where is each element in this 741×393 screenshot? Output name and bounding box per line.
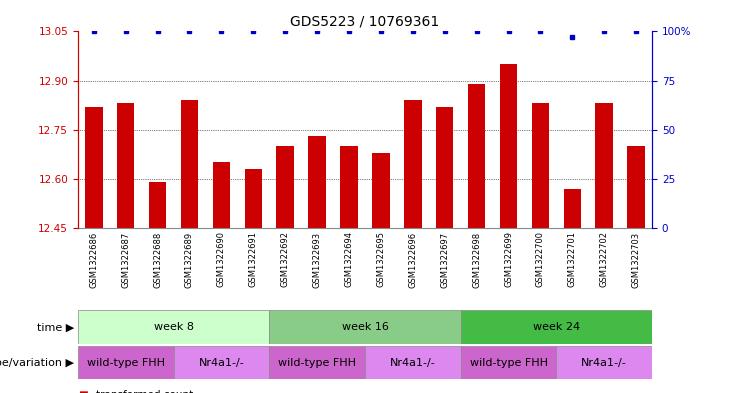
Bar xyxy=(468,84,485,228)
Bar xyxy=(461,346,556,379)
Bar xyxy=(276,146,294,228)
Text: wild-type FHH: wild-type FHH xyxy=(87,358,165,367)
Bar xyxy=(365,346,461,379)
Text: Nr4a1-/-: Nr4a1-/- xyxy=(582,358,627,367)
Text: week 24: week 24 xyxy=(533,322,580,332)
Bar xyxy=(78,346,173,379)
Text: GSM1322692: GSM1322692 xyxy=(281,231,290,287)
Text: GSM1322703: GSM1322703 xyxy=(631,231,641,288)
Bar xyxy=(78,310,269,344)
Text: GSM1322687: GSM1322687 xyxy=(122,231,130,288)
Text: GSM1322689: GSM1322689 xyxy=(185,231,194,288)
Bar xyxy=(149,182,166,228)
Bar xyxy=(85,107,102,228)
Bar xyxy=(436,107,453,228)
Text: GSM1322698: GSM1322698 xyxy=(472,231,481,288)
Text: GSM1322701: GSM1322701 xyxy=(568,231,576,287)
Text: GSM1322690: GSM1322690 xyxy=(217,231,226,287)
Text: time ▶: time ▶ xyxy=(37,322,74,332)
Text: ■: ■ xyxy=(78,390,87,393)
Bar xyxy=(117,103,134,228)
Bar xyxy=(461,310,652,344)
Text: transformed count: transformed count xyxy=(96,390,193,393)
Bar xyxy=(499,64,517,228)
Text: GSM1322696: GSM1322696 xyxy=(408,231,417,288)
Bar xyxy=(564,189,581,228)
Title: GDS5223 / 10769361: GDS5223 / 10769361 xyxy=(290,15,439,29)
Text: Nr4a1-/-: Nr4a1-/- xyxy=(390,358,436,367)
Text: GSM1322702: GSM1322702 xyxy=(599,231,608,287)
Text: GSM1322694: GSM1322694 xyxy=(345,231,353,287)
Bar xyxy=(173,346,269,379)
Text: GSM1322691: GSM1322691 xyxy=(249,231,258,287)
Bar xyxy=(269,346,365,379)
Text: GSM1322688: GSM1322688 xyxy=(153,231,162,288)
Text: GSM1322686: GSM1322686 xyxy=(89,231,99,288)
Text: GSM1322700: GSM1322700 xyxy=(536,231,545,287)
Bar xyxy=(556,346,652,379)
Text: GSM1322695: GSM1322695 xyxy=(376,231,385,287)
Text: wild-type FHH: wild-type FHH xyxy=(470,358,548,367)
Bar xyxy=(628,146,645,228)
Text: GSM1322693: GSM1322693 xyxy=(313,231,322,288)
Text: week 16: week 16 xyxy=(342,322,388,332)
Text: Nr4a1-/-: Nr4a1-/- xyxy=(199,358,245,367)
Bar xyxy=(404,100,422,228)
Bar xyxy=(245,169,262,228)
Text: GSM1322699: GSM1322699 xyxy=(504,231,513,287)
Bar xyxy=(340,146,358,228)
Bar xyxy=(531,103,549,228)
Bar xyxy=(372,152,390,228)
Text: GSM1322697: GSM1322697 xyxy=(440,231,449,288)
Bar xyxy=(213,162,230,228)
Bar xyxy=(181,100,199,228)
Bar xyxy=(269,310,461,344)
Bar xyxy=(308,136,326,228)
Text: genotype/variation ▶: genotype/variation ▶ xyxy=(0,358,74,367)
Text: week 8: week 8 xyxy=(153,322,193,332)
Bar xyxy=(596,103,613,228)
Text: wild-type FHH: wild-type FHH xyxy=(278,358,356,367)
